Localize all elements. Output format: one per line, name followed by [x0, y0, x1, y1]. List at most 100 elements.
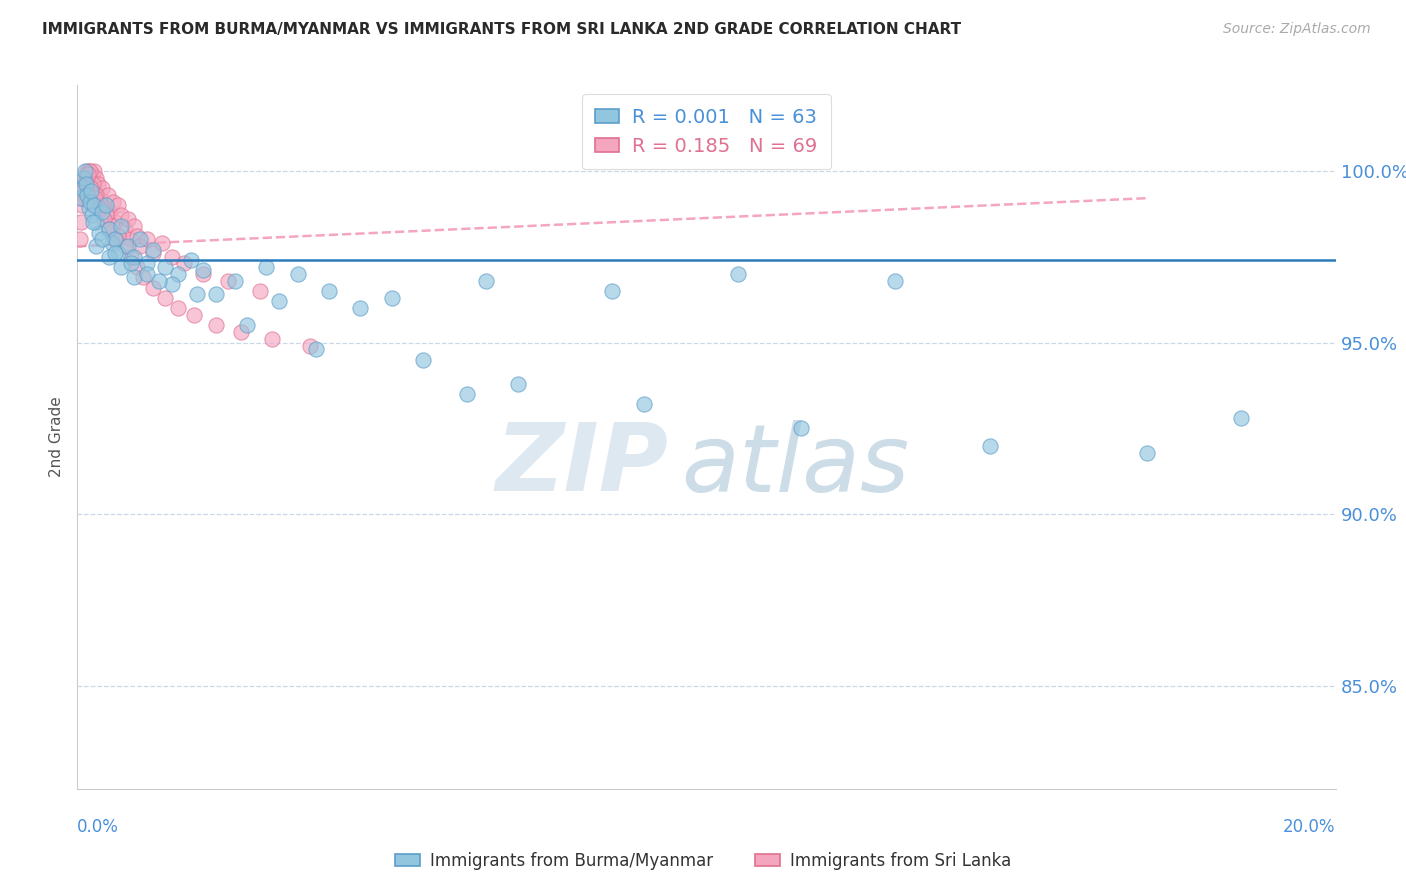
Point — [186, 287, 208, 301]
Point — [127, 260, 149, 274]
Point — [120, 232, 142, 246]
Point — [89, 226, 111, 240]
Point — [1136, 445, 1159, 459]
Point — [107, 229, 129, 244]
Point — [87, 178, 110, 192]
Point — [148, 274, 170, 288]
Point — [132, 270, 155, 285]
Point — [76, 187, 98, 202]
Point — [83, 163, 105, 178]
Point — [129, 232, 152, 246]
Legend: Immigrants from Burma/Myanmar, Immigrants from Sri Lanka: Immigrants from Burma/Myanmar, Immigrant… — [388, 846, 1018, 877]
Point — [110, 260, 132, 274]
Point — [75, 174, 97, 188]
Point — [191, 263, 215, 277]
Point — [117, 239, 139, 253]
Point — [93, 211, 115, 226]
Point — [117, 211, 139, 226]
Point — [72, 198, 94, 212]
Point — [91, 181, 114, 195]
Point — [104, 232, 127, 246]
Point — [160, 250, 183, 264]
Point — [287, 267, 309, 281]
Point — [600, 284, 623, 298]
Point — [89, 202, 111, 216]
Point — [84, 187, 107, 202]
Point — [506, 376, 529, 391]
Point — [122, 219, 145, 233]
Point — [727, 267, 749, 281]
Point — [110, 219, 132, 233]
Point — [979, 439, 1001, 453]
Point — [229, 325, 252, 339]
Point — [72, 187, 94, 202]
Legend: R = 0.001   N = 63, R = 0.185   N = 69: R = 0.001 N = 63, R = 0.185 N = 69 — [582, 95, 831, 169]
Point — [155, 260, 177, 274]
Point — [83, 198, 105, 212]
Point — [80, 181, 103, 195]
Point — [98, 205, 121, 219]
Point — [110, 208, 132, 222]
Point — [82, 167, 104, 181]
Point — [77, 163, 100, 178]
Point — [120, 250, 142, 264]
Point — [91, 232, 114, 246]
Point — [884, 274, 907, 288]
Y-axis label: 2nd Grade: 2nd Grade — [49, 397, 65, 477]
Point — [122, 270, 145, 285]
Point — [79, 194, 101, 209]
Text: atlas: atlas — [682, 420, 910, 511]
Text: 20.0%: 20.0% — [1284, 818, 1336, 836]
Point — [633, 397, 655, 411]
Point — [107, 198, 129, 212]
Text: ZIP: ZIP — [496, 419, 669, 511]
Point — [79, 174, 101, 188]
Point — [77, 202, 100, 216]
Point — [150, 235, 173, 250]
Point — [84, 184, 107, 198]
Point — [167, 301, 190, 315]
Point — [412, 352, 434, 367]
Point — [70, 191, 93, 205]
Point — [82, 178, 104, 192]
Point — [135, 267, 157, 281]
Point — [69, 232, 91, 246]
Point — [97, 222, 120, 236]
Point — [72, 184, 94, 198]
Point — [180, 253, 202, 268]
Point — [191, 267, 215, 281]
Point — [97, 250, 120, 264]
Point — [267, 294, 290, 309]
Point — [224, 274, 246, 288]
Point — [1230, 411, 1253, 425]
Point — [204, 318, 226, 333]
Point — [104, 232, 127, 246]
Point — [299, 339, 322, 353]
Point — [76, 163, 98, 178]
Point — [249, 284, 271, 298]
Point — [84, 191, 107, 205]
Point — [69, 191, 91, 205]
Point — [80, 181, 103, 195]
Point — [101, 219, 124, 233]
Point — [101, 235, 124, 250]
Point — [114, 222, 136, 236]
Point — [236, 318, 259, 333]
Point — [120, 256, 142, 270]
Point — [107, 246, 129, 260]
Point — [475, 274, 498, 288]
Point — [349, 301, 371, 315]
Point — [254, 260, 277, 274]
Point — [204, 287, 226, 301]
Point — [381, 291, 404, 305]
Point — [101, 194, 124, 209]
Text: 0.0%: 0.0% — [77, 818, 120, 836]
Point — [90, 198, 112, 212]
Point — [84, 170, 107, 185]
Point — [94, 198, 117, 212]
Point — [142, 280, 165, 294]
Point — [142, 243, 165, 257]
Point — [82, 208, 104, 222]
Point — [77, 167, 100, 181]
Point — [135, 232, 157, 246]
